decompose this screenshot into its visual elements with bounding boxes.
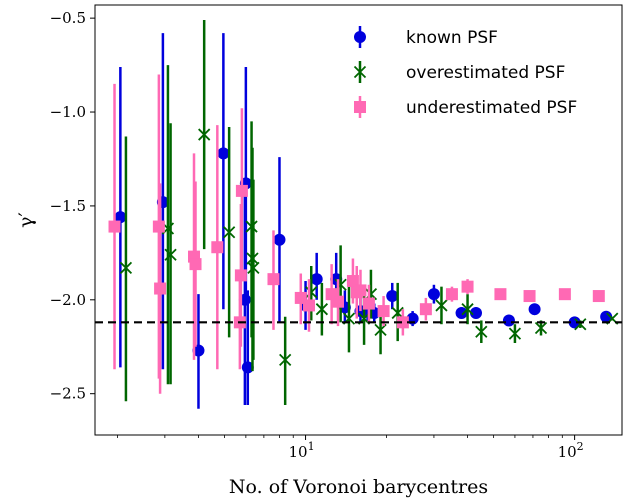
data-point bbox=[592, 290, 605, 303]
y-tick-label: −2.5 bbox=[50, 385, 86, 403]
data-point bbox=[315, 303, 329, 316]
data-point bbox=[354, 284, 367, 297]
data-point bbox=[568, 316, 581, 329]
data-point bbox=[445, 288, 458, 301]
data-point bbox=[217, 147, 230, 160]
data-point bbox=[247, 261, 260, 275]
data-point bbox=[279, 353, 292, 367]
data-point bbox=[600, 310, 613, 323]
data-point bbox=[331, 295, 344, 308]
y-axis-label: γ′ bbox=[15, 212, 37, 228]
legend-label: overestimated PSF bbox=[406, 63, 565, 83]
data-point bbox=[353, 65, 367, 79]
data-point bbox=[419, 303, 432, 316]
data-point bbox=[354, 31, 366, 43]
legend: known PSF overestimated PSF underestimated… bbox=[353, 26, 577, 118]
data-point bbox=[303, 299, 316, 312]
data-point bbox=[154, 282, 167, 295]
data-point bbox=[354, 101, 366, 113]
data-point bbox=[198, 128, 211, 141]
data-point bbox=[241, 361, 254, 374]
data-point bbox=[494, 288, 507, 301]
y-tick-label: −2.0 bbox=[50, 291, 86, 309]
data-point bbox=[211, 241, 224, 254]
data-point bbox=[305, 286, 318, 299]
data-point bbox=[528, 303, 541, 316]
data-point bbox=[310, 273, 323, 286]
data-point bbox=[435, 299, 448, 312]
data-point bbox=[461, 280, 474, 293]
series-circle bbox=[114, 33, 613, 409]
data-point bbox=[455, 306, 468, 319]
legend-label: underestimated PSF bbox=[406, 98, 577, 118]
data-point bbox=[377, 305, 390, 318]
data-point bbox=[396, 316, 409, 329]
data-point bbox=[461, 303, 474, 316]
y-tick-label: −1.5 bbox=[50, 197, 86, 215]
data-point bbox=[119, 261, 133, 275]
data-point bbox=[235, 184, 248, 197]
x-axis-label: No. of Voronoi barycentres bbox=[229, 476, 488, 498]
data-point bbox=[427, 288, 440, 301]
data-point bbox=[558, 288, 571, 301]
data-point bbox=[114, 211, 127, 224]
plot-frame bbox=[94, 4, 623, 436]
data-point bbox=[164, 248, 177, 261]
data-point bbox=[267, 273, 280, 286]
y-tick-label: −0.5 bbox=[50, 9, 86, 27]
data-point bbox=[508, 327, 522, 340]
data-point bbox=[189, 258, 202, 271]
data-point bbox=[475, 325, 488, 338]
series-square bbox=[108, 74, 605, 394]
data-point bbox=[374, 323, 387, 336]
data-point bbox=[386, 290, 399, 303]
data-point bbox=[234, 269, 247, 282]
data-point bbox=[273, 233, 286, 246]
y-tick-label: −1.0 bbox=[50, 103, 86, 121]
data-point bbox=[192, 344, 205, 357]
data-point bbox=[502, 314, 515, 327]
data-point bbox=[362, 297, 375, 310]
data-point bbox=[222, 226, 236, 239]
data-point bbox=[534, 321, 548, 335]
data-point bbox=[574, 318, 587, 331]
legend-label: known PSF bbox=[406, 28, 498, 48]
data-point bbox=[469, 306, 482, 319]
data-point bbox=[108, 220, 121, 233]
data-point bbox=[523, 290, 536, 303]
